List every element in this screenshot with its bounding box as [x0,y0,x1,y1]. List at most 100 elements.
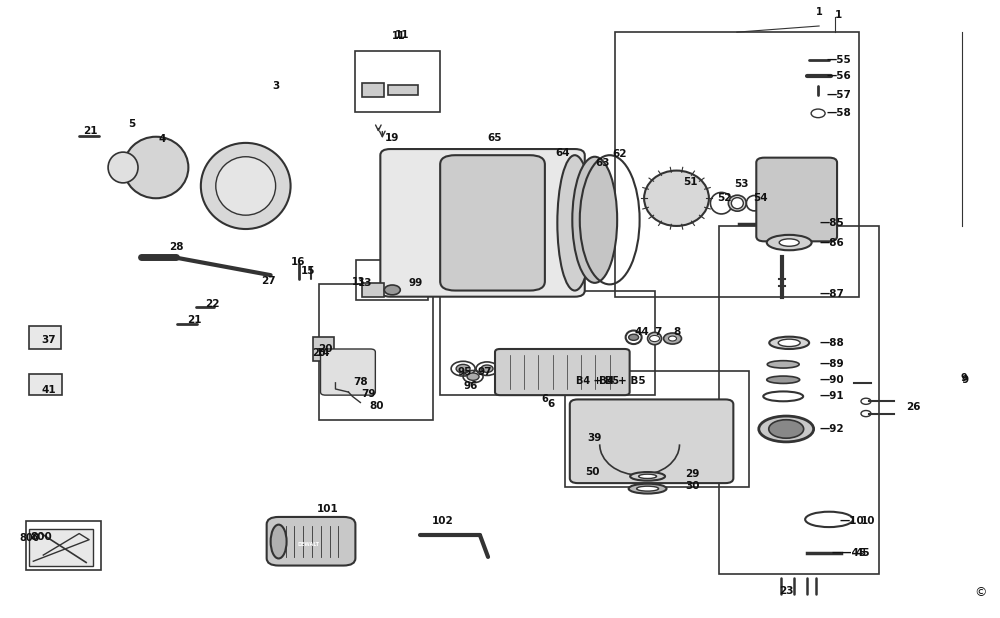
Text: 96: 96 [463,381,477,391]
Circle shape [664,333,681,344]
Ellipse shape [644,171,709,226]
Text: B4 + B5: B4 + B5 [576,376,619,386]
Text: 50: 50 [585,467,599,477]
Text: 4: 4 [159,134,166,144]
FancyBboxPatch shape [570,399,733,483]
Text: 11: 11 [395,30,410,40]
Text: —87: —87 [819,289,844,298]
FancyBboxPatch shape [495,349,630,395]
Text: B4 + B5: B4 + B5 [599,376,645,386]
Circle shape [650,336,660,342]
Text: —88: —88 [819,338,844,348]
Bar [362,283,384,297]
Bar [29,374,62,395]
Text: 28: 28 [169,242,183,253]
Ellipse shape [769,337,809,349]
Text: 21: 21 [187,315,201,325]
Text: 51: 51 [683,177,698,187]
Text: DEWALT: DEWALT [298,541,320,546]
Circle shape [384,285,400,295]
Text: ©: © [974,586,987,599]
Bar [440,290,655,395]
Text: 21: 21 [83,125,98,135]
Text: 13: 13 [352,277,365,287]
Text: 63: 63 [596,158,610,168]
Ellipse shape [108,152,138,183]
Text: 9: 9 [962,375,969,385]
Ellipse shape [630,472,665,481]
Ellipse shape [759,416,814,442]
Text: 9: 9 [960,373,967,383]
Text: —10: —10 [839,516,864,527]
Text: 8: 8 [674,327,681,337]
Bar [362,83,384,97]
Text: 53: 53 [734,179,749,189]
Text: 6: 6 [548,399,555,408]
Text: 41: 41 [41,385,56,395]
Ellipse shape [767,361,799,368]
Bar [719,226,879,574]
Bar [356,260,428,300]
Text: 97: 97 [477,367,492,378]
Text: —86: —86 [819,237,844,248]
Text: 1: 1 [835,10,842,20]
Bar [26,521,101,570]
Text: 45: 45 [855,548,870,558]
Circle shape [467,373,479,380]
Bar [355,51,440,112]
Text: 6: 6 [542,394,548,404]
Text: 37: 37 [41,335,56,345]
Text: 101: 101 [317,504,338,514]
Circle shape [481,365,493,373]
Bar [313,337,334,362]
Ellipse shape [778,339,800,347]
Text: 65: 65 [487,133,502,143]
Text: 26: 26 [906,402,920,412]
Text: 13: 13 [357,278,372,288]
Text: 800: 800 [30,531,52,541]
Bar [29,326,61,349]
Text: 16: 16 [291,256,305,266]
Text: 44: 44 [635,327,649,337]
Text: 102: 102 [432,516,454,527]
Text: 39: 39 [588,433,602,443]
Ellipse shape [124,137,188,198]
Text: —92: —92 [819,424,844,434]
Text: 800: 800 [19,533,39,543]
Text: —91: —91 [819,391,844,401]
FancyBboxPatch shape [440,155,545,290]
Bar [29,529,93,566]
Text: —57: —57 [826,90,851,100]
Text: 22: 22 [205,299,219,309]
Ellipse shape [629,484,667,494]
Text: 64: 64 [556,148,570,158]
Text: 99: 99 [408,277,423,287]
Text: —90: —90 [819,375,844,385]
Text: 80: 80 [369,400,384,410]
Ellipse shape [769,420,804,438]
FancyBboxPatch shape [320,349,375,395]
Bar [565,371,749,488]
Ellipse shape [767,376,800,383]
Text: 3: 3 [273,82,280,91]
FancyBboxPatch shape [267,517,355,565]
Text: 29: 29 [685,469,700,479]
Bar [388,85,418,95]
Text: 62: 62 [613,149,627,159]
Ellipse shape [767,235,812,250]
Ellipse shape [572,157,617,283]
Text: 15: 15 [301,266,315,276]
Text: —58: —58 [826,108,851,119]
Text: 11: 11 [392,32,405,41]
FancyBboxPatch shape [380,149,585,297]
Circle shape [669,336,677,341]
Text: ——45: ——45 [831,548,866,558]
Text: 54: 54 [753,193,768,203]
FancyBboxPatch shape [756,158,837,241]
Ellipse shape [201,143,291,229]
Bar [615,32,859,297]
Text: 78: 78 [353,376,368,387]
Text: —89: —89 [819,360,844,370]
Text: 23: 23 [779,586,794,596]
Ellipse shape [639,474,657,478]
